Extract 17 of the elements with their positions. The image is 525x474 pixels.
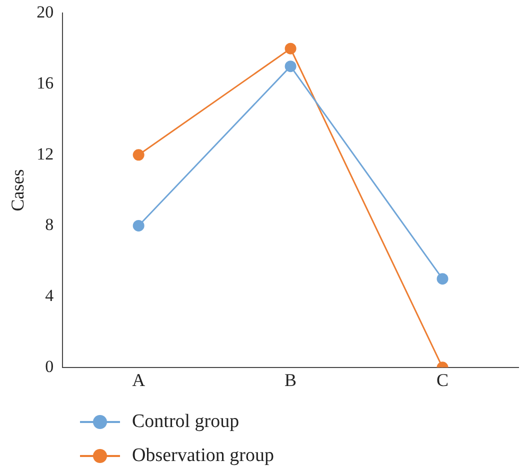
- point: [284, 42, 296, 54]
- y-tick-label: 20: [36, 2, 54, 22]
- y-tick-label: 16: [36, 74, 54, 93]
- x-tick-label: C: [436, 370, 449, 390]
- point: [132, 220, 144, 232]
- y-tick-label: 12: [36, 144, 54, 164]
- y-tick-label: 4: [45, 286, 54, 306]
- x-tick-label: A: [132, 370, 146, 390]
- point: [436, 273, 448, 285]
- y-axis-title: Cases: [8, 169, 28, 212]
- y-tick-label: 8: [45, 215, 54, 234]
- x-tick-label: B: [284, 370, 297, 390]
- point: [284, 60, 296, 72]
- y-tick-label: 0: [45, 356, 54, 376]
- legend-label: Observation group: [132, 445, 274, 467]
- point: [132, 149, 144, 161]
- legend-label: Control group: [132, 411, 240, 433]
